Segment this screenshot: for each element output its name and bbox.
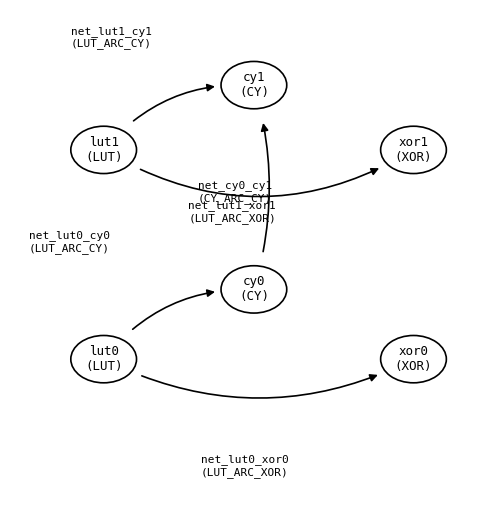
Ellipse shape — [221, 61, 286, 109]
Ellipse shape — [71, 126, 136, 173]
FancyArrowPatch shape — [132, 290, 213, 329]
Text: cy0
(CY): cy0 (CY) — [239, 276, 268, 304]
Text: net_lut0_xor0
(LUT_ARC_XOR): net_lut0_xor0 (LUT_ARC_XOR) — [200, 455, 288, 478]
Text: net_lut1_cy1
(LUT_ARC_CY): net_lut1_cy1 (LUT_ARC_CY) — [71, 26, 151, 49]
Ellipse shape — [380, 126, 446, 173]
FancyArrowPatch shape — [140, 169, 377, 197]
Text: lut0
(LUT): lut0 (LUT) — [85, 345, 122, 373]
Ellipse shape — [71, 335, 136, 383]
Text: net_lut1_xor1
(LUT_ARC_XOR): net_lut1_xor1 (LUT_ARC_XOR) — [188, 200, 275, 224]
FancyArrowPatch shape — [142, 375, 375, 398]
Ellipse shape — [380, 335, 446, 383]
Ellipse shape — [221, 266, 286, 313]
Text: net_lut0_cy0
(LUT_ARC_CY): net_lut0_cy0 (LUT_ARC_CY) — [28, 230, 109, 254]
Text: net_cy0_cy1
(CY_ARC_CY): net_cy0_cy1 (CY_ARC_CY) — [197, 181, 271, 204]
Text: lut1
(LUT): lut1 (LUT) — [85, 136, 122, 164]
Text: xor0
(XOR): xor0 (XOR) — [394, 345, 431, 373]
Text: cy1
(CY): cy1 (CY) — [239, 71, 268, 99]
Text: xor1
(XOR): xor1 (XOR) — [394, 136, 431, 164]
FancyArrowPatch shape — [261, 125, 269, 252]
FancyArrowPatch shape — [133, 85, 213, 121]
